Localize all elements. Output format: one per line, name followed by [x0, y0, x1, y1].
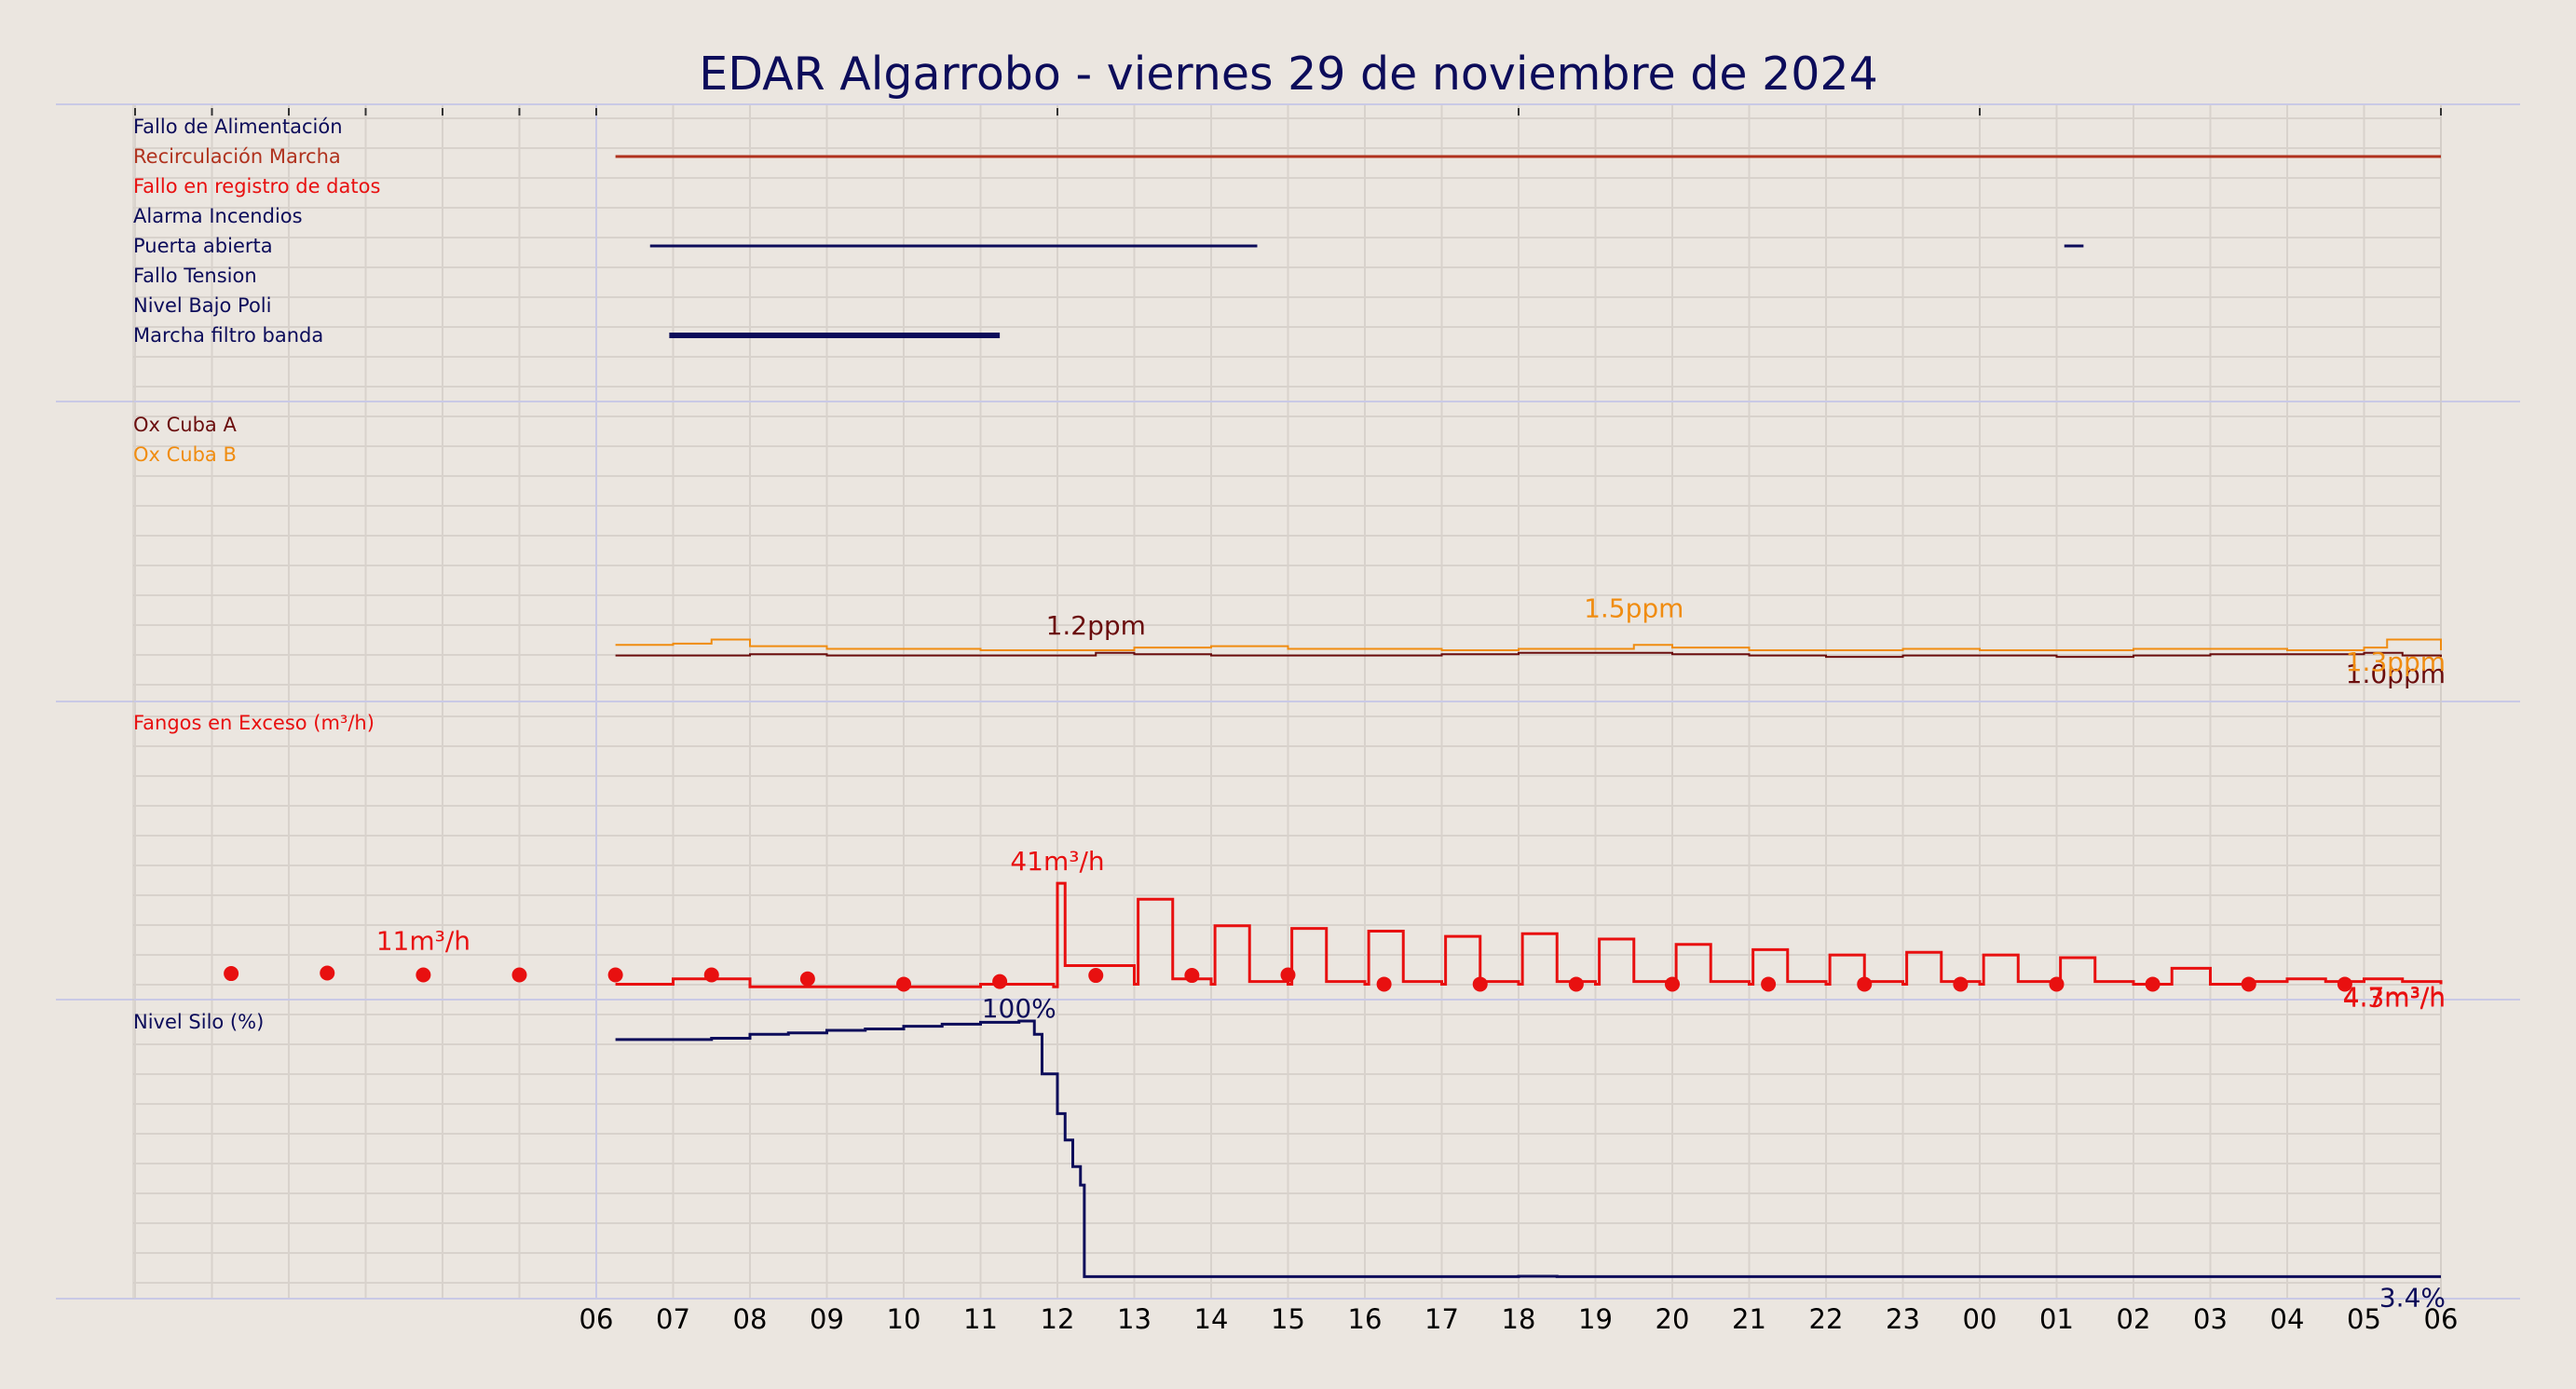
sludge-marker — [511, 967, 527, 983]
x-tick-label: 19 — [1578, 1303, 1613, 1335]
alarm-bars — [615, 155, 2441, 338]
x-tick-label: 00 — [1963, 1303, 1997, 1335]
alarm-label-nivel-bajo-poli: Nivel Bajo Poli — [133, 294, 271, 317]
x-tick-label: 08 — [733, 1303, 768, 1335]
value-annotation: 11m³/h — [376, 926, 470, 957]
sludge-marker — [799, 971, 815, 987]
alarm-label-marcha-filtro-banda: Marcha filtro banda — [133, 324, 323, 347]
x-tick-label: 13 — [1117, 1303, 1152, 1335]
sludge-marker — [2049, 976, 2065, 992]
x-tick-label: 06 — [2424, 1303, 2459, 1335]
sludge-marker — [1472, 976, 1488, 992]
value-annotation: 100% — [982, 993, 1056, 1024]
sludge-marker — [703, 967, 719, 983]
sludge-marker — [1665, 976, 1680, 992]
x-tick-label: 21 — [1732, 1303, 1766, 1335]
oxygen-lines — [615, 638, 2442, 659]
panel-separators — [56, 103, 2520, 1300]
sludge-marker — [2145, 976, 2160, 992]
value-annotations: 1.2ppm 1.0ppm 1.5ppm 1.3ppm 11m³/h 41m³/h 4.3m… — [376, 592, 2446, 1313]
value-annotation: 1.2ppm — [1046, 610, 1146, 641]
value-annotation: 4.3m³/h — [2343, 983, 2446, 1014]
x-tick-label: 07 — [656, 1303, 690, 1335]
sludge-marker — [1184, 968, 1200, 984]
x-tick-label: 17 — [1424, 1303, 1459, 1335]
sludge-marker — [1953, 976, 1969, 992]
x-tick-label: 05 — [2347, 1303, 2381, 1335]
x-tick-label: 18 — [1502, 1303, 1536, 1335]
ox-series-1 — [615, 638, 2442, 651]
x-tick-label: 22 — [1809, 1303, 1844, 1335]
x-tick-label: 14 — [1194, 1303, 1229, 1335]
value-annotation: 1.5ppm — [1584, 592, 1683, 623]
alarm-label-fallo-tension: Fallo Tension — [133, 265, 257, 287]
ox-cuba-a-legend: Ox Cuba A — [133, 414, 237, 436]
sludge-marker — [1376, 976, 1392, 992]
sludge-marker — [1761, 976, 1777, 992]
x-tick-label: 15 — [1271, 1303, 1305, 1335]
x-tick-label: 12 — [1041, 1303, 1075, 1335]
x-tick-label: 02 — [2117, 1303, 2151, 1335]
value-annotation: 4.7m³/h — [2343, 982, 2446, 1013]
silo-title: Nivel Silo (%) — [133, 1011, 264, 1033]
sludge-series — [615, 881, 2443, 988]
x-tick-label: 20 — [1656, 1303, 1690, 1335]
x-tick-label: 01 — [2039, 1303, 2074, 1335]
chart-title: EDAR Algarrobo - viernes 29 de noviembre… — [699, 48, 1878, 101]
alarm-label-fallo-alimentacion: Fallo de Alimentación — [133, 116, 343, 138]
ox-cuba-b-legend: Ox Cuba B — [133, 443, 237, 466]
sludge-marker — [224, 966, 239, 982]
x-tick-label: 06 — [579, 1303, 614, 1335]
sludge-marker — [1280, 967, 1296, 983]
x-tick-label: 10 — [887, 1303, 921, 1335]
x-tick-label: 03 — [2193, 1303, 2228, 1335]
silo-lines — [615, 1019, 2441, 1278]
alarm-label-recirculacion-marcha: Recirculación Marcha — [133, 145, 341, 168]
x-tick-label: 16 — [1348, 1303, 1383, 1335]
sludge-lines — [224, 881, 2443, 992]
value-annotation: 41m³/h — [1010, 846, 1104, 877]
x-tick-label: 09 — [810, 1303, 844, 1335]
x-axis-ticks: 06 07 08 09 10 11 12 13 14 15 16 17 18 19 20 21 22 23 00 01… — [134, 108, 2459, 1335]
sludge-marker — [320, 965, 335, 981]
x-tick-label: 04 — [2270, 1303, 2305, 1335]
value-annotation: 1.3ppm — [2346, 647, 2446, 677]
value-annotation: 3.4% — [2379, 1282, 2446, 1313]
sludge-marker — [1088, 968, 1104, 984]
sludge-marker — [2241, 976, 2256, 992]
sludge-marker — [416, 967, 431, 983]
alarm-labels: Fallo de Alimentación Recirculación Marc… — [133, 116, 380, 347]
sludge-title: Fangos en Exceso (m³/h) — [133, 712, 375, 734]
x-tick-label: 23 — [1886, 1303, 1920, 1335]
sludge-marker — [2337, 976, 2352, 992]
value-annotation: 1.0ppm — [2346, 659, 2446, 689]
silo-series — [615, 1019, 2441, 1278]
ox-series-0 — [615, 651, 2442, 659]
sludge-marker — [1857, 976, 1873, 992]
sludge-marker — [896, 976, 911, 992]
sludge-marker — [1568, 976, 1584, 992]
alarm-label-alarma-incendios: Alarma Incendios — [133, 205, 303, 227]
x-tick-label: 11 — [963, 1303, 998, 1335]
alarm-label-fallo-registro: Fallo en registro de datos — [133, 175, 380, 197]
sludge-marker — [607, 967, 623, 983]
sludge-marker — [992, 974, 1008, 989]
alarm-label-puerta-abierta: Puerta abierta — [133, 235, 273, 257]
